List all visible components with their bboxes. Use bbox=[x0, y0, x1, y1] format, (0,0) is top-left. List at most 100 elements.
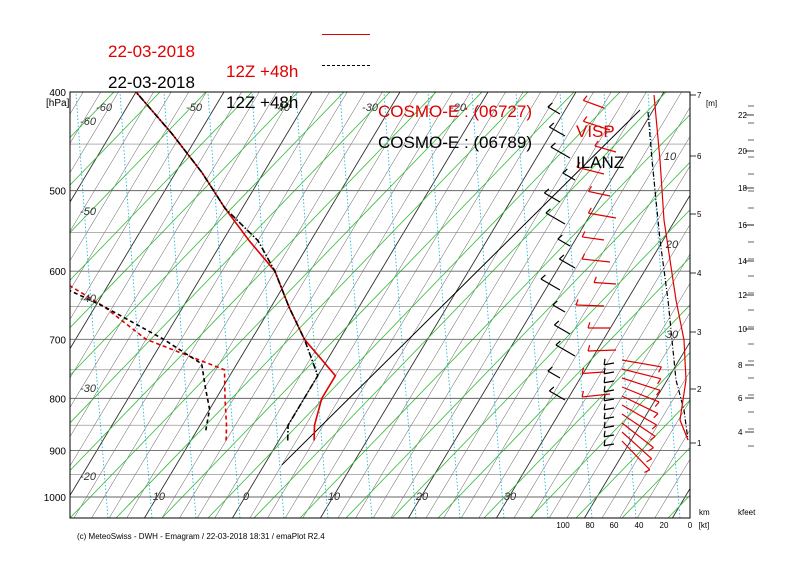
isotherm-bottom-label: 20 bbox=[415, 491, 429, 503]
visp-wind-barb bbox=[621, 377, 661, 391]
kfeet-tick-label: 16 bbox=[738, 221, 747, 230]
dry-adiabat bbox=[253, 92, 667, 518]
visp-wind-barb-flag bbox=[582, 95, 588, 101]
dry-adiabat bbox=[70, 92, 345, 376]
visp-wind-barb-flag bbox=[581, 367, 585, 374]
ilanz-wind-barb-flag bbox=[603, 376, 606, 383]
visp-wind-barb bbox=[621, 422, 654, 449]
ilanz-wind-barb bbox=[604, 434, 615, 438]
wind-tick-label: 20 bbox=[660, 521, 669, 530]
dry-adiabat bbox=[70, 92, 161, 186]
pressure-tick-label: 800 bbox=[49, 394, 66, 405]
ilanz-wind-barb bbox=[604, 380, 615, 384]
ilanz-wind-barb bbox=[604, 416, 615, 420]
title-ilanz-model: COSMO-E : (06789) bbox=[378, 133, 532, 152]
ilanz-wind-barb-flag bbox=[550, 142, 556, 148]
isotherm-line bbox=[70, 92, 207, 320]
dry-adiabat bbox=[207, 92, 621, 518]
wind-tick-label: 40 bbox=[635, 521, 644, 530]
visp-wind-barb-flag bbox=[657, 378, 662, 385]
km-axis-label: [m] bbox=[706, 99, 717, 108]
ilanz-wind-barb bbox=[555, 344, 576, 357]
pressure-tick-label: 600 bbox=[49, 267, 66, 278]
title-ilanz-time: 12Z +48h bbox=[226, 93, 299, 112]
ilanz-wind-barb-flag bbox=[547, 366, 553, 372]
ilanz-wind-barb-flag bbox=[603, 385, 606, 392]
visp-wind-barb bbox=[583, 120, 611, 131]
isotherm-line bbox=[126, 92, 383, 518]
isotherm-major bbox=[231, 92, 489, 518]
isotherm-line bbox=[214, 92, 471, 518]
title-visp-time: 12Z +48h bbox=[226, 62, 299, 81]
km-tick-label: 7 bbox=[697, 91, 702, 100]
isotherm-line bbox=[619, 400, 690, 518]
ilanz-wind-barb bbox=[552, 304, 566, 313]
wind-tick-label: 80 bbox=[586, 521, 595, 530]
visp-wind-speed-line bbox=[653, 94, 689, 441]
isotherm-left-label: -40 bbox=[80, 293, 97, 305]
isotherm-bottom-label: 0 bbox=[243, 491, 250, 503]
ilanz-wind-barb-flag bbox=[540, 274, 546, 280]
isotherm-line bbox=[531, 253, 690, 518]
visp-wind-barb bbox=[583, 99, 605, 109]
ilanz-wind-barb bbox=[604, 407, 615, 411]
dry-adiabat bbox=[391, 209, 690, 518]
visp-wind-barb-flag bbox=[653, 413, 659, 419]
ilanz-wind-barb bbox=[549, 126, 566, 137]
km-tick-label: 1 bbox=[697, 439, 702, 448]
visp-wind-barb-flag bbox=[658, 366, 662, 373]
pressure-tick-label: 700 bbox=[49, 335, 66, 346]
kfeet-tick-label: 20 bbox=[738, 147, 747, 156]
kfeet-tick-label: 22 bbox=[738, 111, 747, 120]
visp-wind-barb-flag bbox=[646, 458, 653, 463]
reference-line bbox=[281, 109, 641, 466]
ilanz-wind-barb-flag bbox=[549, 122, 555, 128]
title-visp-station: VISP bbox=[576, 122, 615, 141]
isotherm-top-label: -30 bbox=[362, 102, 379, 114]
wind-tick-label: 0 bbox=[688, 521, 693, 530]
title-ilanz: 22-03-2018 12Z +48h COSMO-E : (06789) IL… bbox=[0, 53, 800, 173]
visp-wind-barb-flag bbox=[575, 299, 579, 306]
kfeet-tick-label: 12 bbox=[738, 291, 747, 300]
isotherm-major bbox=[70, 92, 137, 203]
kfeet-tick-label: 8 bbox=[738, 361, 743, 370]
dry-adiabat bbox=[437, 256, 690, 518]
visp-wind-barb bbox=[621, 359, 662, 368]
ilanz-wind-barb-flag bbox=[559, 254, 565, 260]
dry-adiabat bbox=[115, 92, 529, 518]
visp-wind-barb-flag bbox=[654, 401, 660, 407]
ilanz-wind-barb bbox=[604, 443, 615, 447]
isotherm-line bbox=[548, 282, 690, 518]
visp-wind-barb bbox=[594, 281, 617, 285]
isotherm-line bbox=[70, 92, 154, 232]
kfeet-tick-label: 10 bbox=[738, 325, 747, 334]
isotherm-line bbox=[284, 92, 542, 518]
visp-wind-barb bbox=[582, 258, 611, 263]
visp-wind-barb bbox=[575, 304, 605, 307]
dry-adiabat bbox=[299, 114, 690, 518]
visp-wind-barb-flag bbox=[648, 447, 654, 452]
ilanz-wind-barb-flag bbox=[557, 234, 563, 240]
ilanz-wind-barb bbox=[604, 362, 615, 366]
ilanz-wind-barb bbox=[547, 106, 561, 115]
isotherm-major bbox=[143, 92, 401, 518]
visp-wind-barb-flag bbox=[644, 469, 651, 473]
visp-wind-barb-flag bbox=[656, 390, 661, 396]
visp-wind-barb-flag bbox=[587, 207, 592, 214]
ilanz-wind-barb bbox=[545, 212, 566, 225]
dry-adiabat bbox=[529, 351, 690, 518]
isotherm-line bbox=[70, 92, 119, 174]
isotherm-line bbox=[390, 92, 647, 518]
ilanz-wind-barb-flag bbox=[544, 188, 550, 194]
isotherm-line bbox=[478, 165, 690, 518]
dry-adiabat bbox=[483, 304, 690, 518]
ilanz-wind-barb-flag bbox=[555, 340, 561, 346]
title-visp: 22-03-2018 12Z +48h COSMO-E : (06727) VI… bbox=[0, 22, 800, 142]
visp-wind-barb-flag bbox=[593, 276, 597, 283]
visp-wind-barb-flag bbox=[582, 116, 588, 122]
isotherm-top-label: -50 bbox=[186, 102, 203, 114]
ilanz-wind-barb bbox=[540, 278, 561, 291]
dry-adiabat bbox=[70, 92, 391, 424]
km-tick-label: 5 bbox=[697, 210, 702, 219]
visp-wind-barb-flag bbox=[587, 322, 591, 329]
